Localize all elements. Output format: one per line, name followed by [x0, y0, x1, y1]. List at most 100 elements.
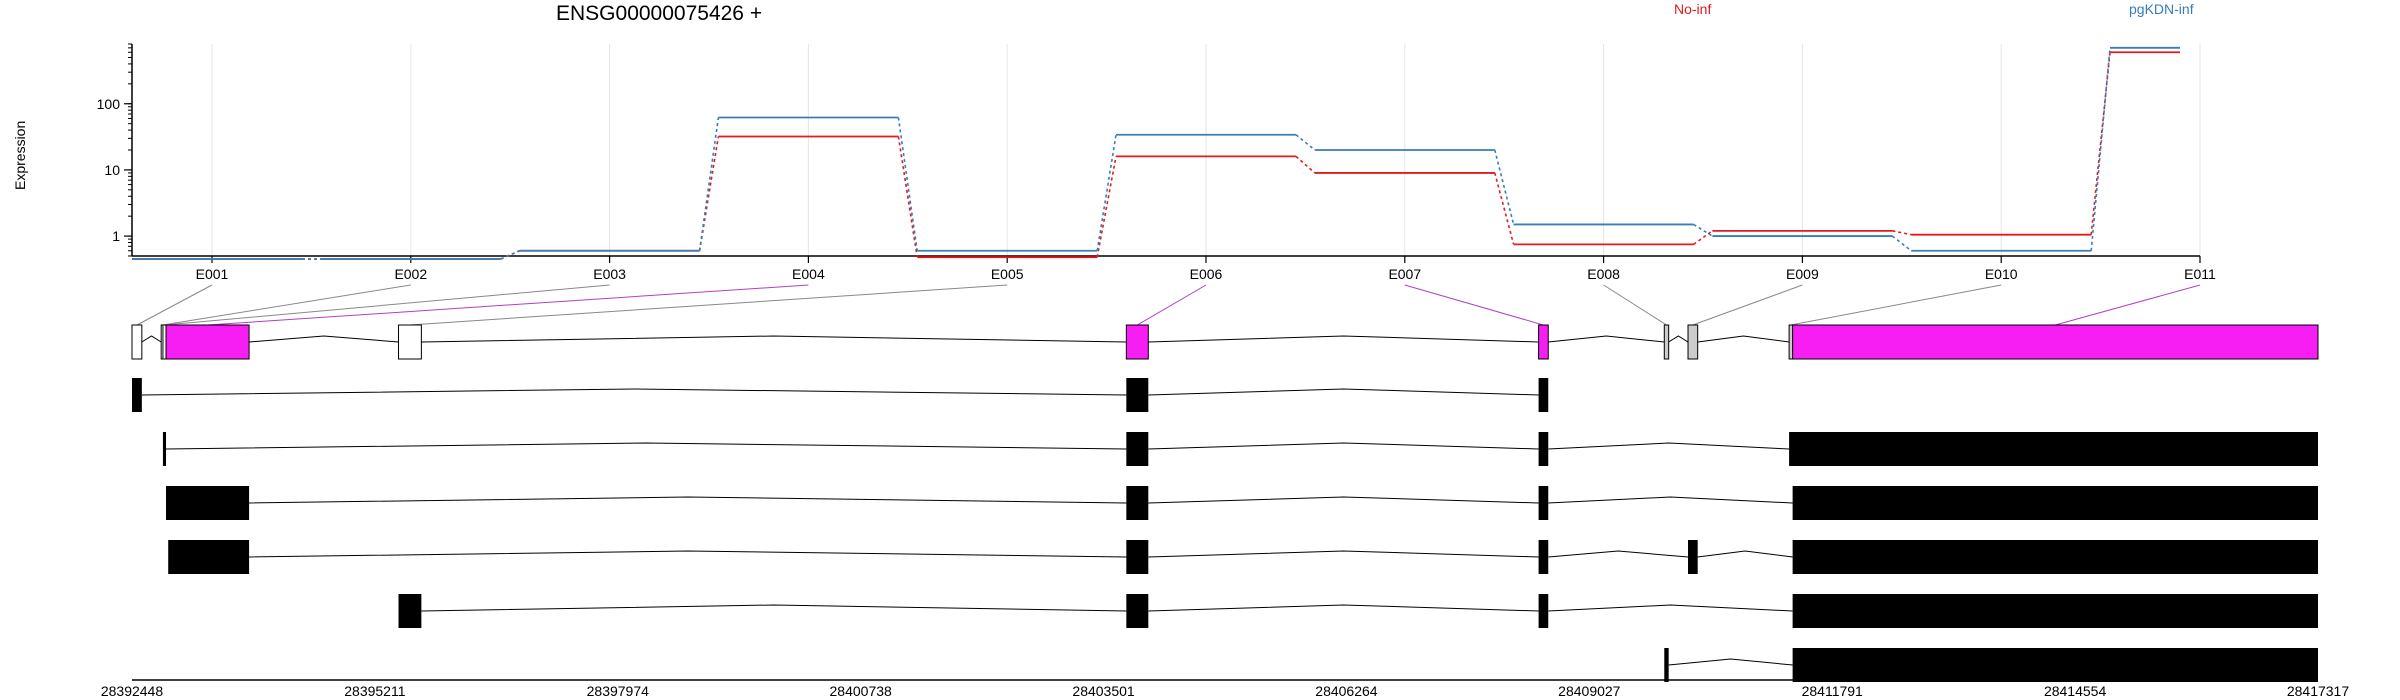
axes: 1 10 100 E001 E002 E003 E004 E005 E006 E007 E008 E0…: [97, 43, 2216, 282]
exon-link-e009: [1692, 284, 1803, 326]
x-tick-label-e005: E005: [991, 266, 1024, 282]
exon-link-e004: [207, 284, 809, 326]
intron-e008: [1668, 335, 1689, 343]
exon-bin-e004: [165, 324, 250, 360]
exon-link-e005: [409, 284, 1008, 326]
transcript-5-intron-2: [1148, 604, 1539, 612]
transcript-4-intron-1: [249, 550, 1127, 558]
transcript-1-exon-1: [132, 378, 142, 412]
transcript-2-exon-1: [162, 432, 167, 466]
transcript-2-intron-3: [1548, 442, 1790, 450]
transcript-3-exon-1: [166, 486, 250, 520]
transcript-6-intron-1: [1668, 658, 1793, 666]
exon-bin-e001: [131, 324, 143, 360]
coordinate-tick-label-28406264: 28406264: [1315, 683, 1378, 699]
coordinate-tick-label-28411791: 28411791: [1802, 683, 1863, 699]
connector-pgkdn-inf-3: [698, 117, 720, 251]
exon-link-e003: [164, 284, 610, 326]
exon-bin-e009: [1687, 324, 1699, 360]
exon-bin-e008: [1663, 324, 1670, 360]
series-pgkdn-inf: [132, 46, 2180, 260]
x-tick-label-e007: E007: [1388, 266, 1421, 282]
connector-no-inf-10: [2090, 52, 2111, 235]
intron-e001: [141, 335, 162, 343]
exon-link-e008: [1603, 284, 1667, 326]
connector-pgkdn-inf-6: [1295, 134, 1316, 151]
coordinate-tick-label-28403501: 28403501: [1072, 683, 1135, 699]
gridlines: [211, 44, 2201, 256]
exon-link-e011: [2055, 284, 2201, 326]
legend-entry-pgkdn-inf: pgKDN-inf: [2129, 1, 2194, 17]
connector-no-inf-4: [897, 136, 918, 258]
transcript-5-exon-2: [1126, 594, 1149, 628]
connector-no-inf-3: [698, 136, 720, 251]
transcript-1-exon-2: [1126, 378, 1149, 412]
intron-e004: [249, 335, 399, 343]
connector-no-inf-6: [1295, 155, 1316, 174]
x-tick-label-e010: E010: [1985, 266, 2018, 282]
series-no-inf: [132, 51, 2180, 260]
transcript-2-exon-3: [1538, 432, 1549, 466]
exon-bin-e010: [1788, 324, 1794, 360]
transcript-1-intron-2: [1148, 388, 1539, 396]
transcript-6-exon-1: [1664, 648, 1669, 682]
transcript-2-intron-1: [166, 442, 1127, 450]
connector-no-inf-5: [1096, 156, 1117, 258]
coordinate-tick-label-28414554: 28414554: [2044, 683, 2107, 699]
connector-no-inf-8: [1693, 230, 1713, 245]
x-tick-label-e002: E002: [394, 266, 427, 282]
transcript-4-exon-5: [1792, 540, 2318, 574]
transcript-4-exon-1: [168, 540, 250, 574]
connector-no-inf-2: [500, 250, 520, 260]
connector-pgkdn-inf-2: [500, 250, 520, 260]
exon-bin-e006: [1125, 324, 1149, 360]
transcript-5-exon-1: [398, 594, 422, 628]
connector-pgkdn-inf-5: [1096, 134, 1117, 251]
gene-model: [131, 324, 2319, 360]
exon-link-e006: [1137, 284, 1207, 326]
transcript-1-exon-3: [1538, 378, 1549, 412]
transcript-4: [168, 540, 2318, 574]
exon-connectors: [136, 284, 2201, 326]
connector-pgkdn-inf-7: [1494, 149, 1515, 225]
transcript-6: [1664, 648, 2318, 682]
x-tick-label-e001: E001: [196, 266, 229, 282]
transcript-5: [398, 594, 2318, 628]
x-tick-label-e006: E006: [1190, 266, 1223, 282]
exon-bin-e011: [1792, 324, 2319, 360]
y-tick-label-1: 1: [112, 228, 120, 244]
connector-pgkdn-inf-8: [1693, 223, 1713, 237]
connector-pgkdn-inf-4: [897, 117, 918, 251]
transcript-2-exon-4: [1789, 432, 2318, 466]
transcript-3-exon-2: [1126, 486, 1149, 520]
transcript-5-intron-1: [421, 604, 1127, 612]
coordinate-tick-label-28409027: 28409027: [1558, 683, 1621, 699]
connector-no-inf-7: [1494, 172, 1515, 245]
transcript-4-intron-4: [1697, 550, 1793, 558]
exon-link-e010: [1790, 284, 2002, 326]
transcript-5-exon-3: [1538, 594, 1549, 628]
y-tick-label-100: 100: [97, 96, 121, 112]
transcripts: [132, 378, 2318, 682]
transcript-3-exon-4: [1792, 486, 2318, 520]
x-tick-label-e011: E011: [2184, 266, 2216, 282]
exon-bin-e005: [398, 324, 422, 360]
x-tick-label-e009: E009: [1786, 266, 1819, 282]
transcript-1: [132, 378, 1549, 412]
transcript-3: [166, 486, 2318, 520]
intron-e005: [421, 335, 1127, 343]
legend-entry-no-inf: No-inf: [1674, 1, 1712, 17]
transcript-4-intron-3: [1548, 550, 1689, 558]
connector-no-inf-9: [1892, 230, 1912, 236]
x-tick-label-e003: E003: [593, 266, 626, 282]
expression-series: [132, 46, 2180, 260]
coordinate-tick-label-28395211: 28395211: [344, 683, 405, 699]
coordinate-tick-label-28417317: 28417317: [2287, 683, 2350, 699]
x-tick-label-e008: E008: [1587, 266, 1620, 282]
intron-e006: [1148, 335, 1539, 343]
connector-pgkdn-inf-9: [1891, 235, 1912, 252]
transcript-5-exon-4: [1792, 594, 2318, 628]
x-tick-label-e004: E004: [792, 266, 825, 282]
transcript-3-exon-3: [1538, 486, 1549, 520]
